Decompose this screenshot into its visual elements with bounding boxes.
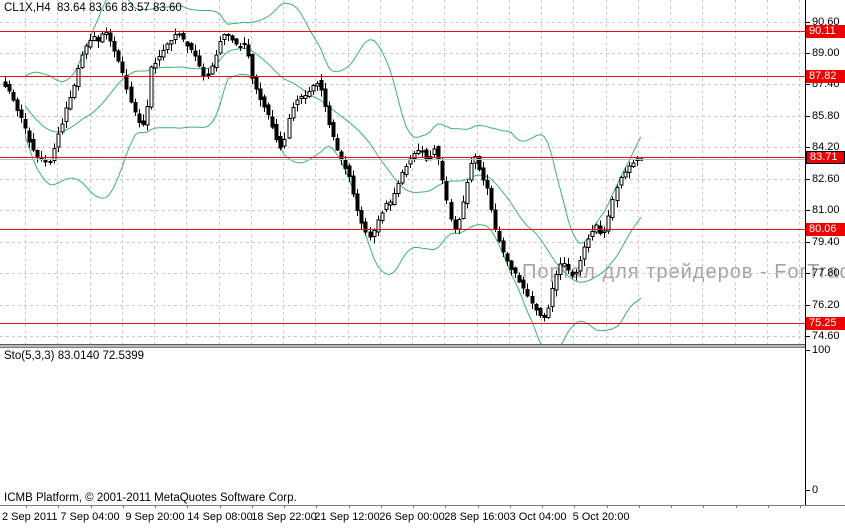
time-axis-tick [219, 505, 221, 508]
price-axis-tick [806, 116, 810, 117]
time-axis-tick [186, 505, 188, 508]
time-axis-tick [57, 505, 59, 508]
price-line-badge: 90.11 [806, 25, 845, 38]
time-tick-label: 3 Oct 04:00 [509, 511, 567, 523]
price-line-badge: 75.25 [806, 317, 845, 330]
price-chart-canvas [0, 0, 805, 344]
price-tick-label: 81.00 [812, 204, 840, 216]
price-axis[interactable]: 90.60 89.00 87.40 85.80 84.20 82.60 81.00 79.40… [805, 0, 845, 505]
time-tick-label: 9 Sep 20:00 [125, 511, 185, 523]
price-axis-tick [806, 84, 810, 85]
time-axis-tick [509, 505, 511, 508]
price-tick-label: 76.20 [812, 299, 840, 311]
price-axis-tick [806, 305, 810, 306]
price-tick-label: 77.80 [812, 267, 840, 279]
time-axis-tick [670, 505, 672, 508]
time-axis-tick [122, 505, 124, 508]
time-tick-label: 28 Sep 16:00 [444, 511, 510, 523]
time-axis-tick [799, 505, 801, 508]
copyright-text: ICMB Platform, © 2001-2011 MetaQuotes So… [4, 492, 297, 504]
price-axis-tick [806, 242, 810, 243]
time-axis-tick [541, 505, 543, 508]
price-axis-tick [806, 336, 810, 337]
price-chart-panel[interactable]: Портал для трейдеров - ForTrader.ru CL1X… [0, 0, 845, 344]
price-axis-tick [806, 147, 810, 148]
stochastic-panel[interactable] [0, 348, 805, 505]
time-tick-label: 14 Sep 08:00 [187, 511, 253, 523]
indicator-tick-label: 0 [812, 484, 819, 496]
time-axis-tick [573, 505, 575, 508]
time-axis-tick [283, 505, 285, 508]
time-tick-label: 21 Sep 12:00 [314, 511, 380, 523]
panel-separator[interactable] [0, 344, 805, 348]
time-axis-tick [477, 505, 479, 508]
price-tick-label: 84.20 [812, 141, 840, 153]
time-axis-tick [412, 505, 414, 508]
indicator-axis-tick [806, 490, 810, 491]
time-axis-tick [315, 505, 317, 508]
time-tick-label: 18 Sep 22:00 [251, 511, 317, 523]
stochastic-label: Sto(5,3,3) 83.0140 72.5399 [4, 350, 145, 362]
time-axis-tick [735, 505, 737, 508]
indicator-axis-tick [806, 350, 810, 351]
price-line-badge: 80.06 [806, 223, 845, 236]
watermark: Портал для трейдеров - ForTrader.ru [522, 261, 845, 283]
price-tick-label: 89.00 [812, 47, 840, 59]
price-axis-tick [806, 179, 810, 180]
time-axis-tick [90, 505, 92, 508]
indicator-tick-label: 100 [812, 344, 831, 356]
time-axis-tick [251, 505, 253, 508]
time-axis-tick [348, 505, 350, 508]
chart-title: CL1X,H4 83.64 83.66 83.57 83.60 [4, 2, 182, 14]
time-axis-tick [25, 505, 27, 508]
time-axis-tick [638, 505, 640, 508]
time-axis-tick [154, 505, 156, 508]
price-tick-label: 74.60 [812, 330, 840, 342]
time-tick-label: 2 Sep 2011 [2, 511, 58, 523]
time-tick-label: 26 Sep 00:00 [379, 511, 445, 523]
price-axis-tick [806, 273, 810, 274]
price-axis-tick [806, 22, 810, 23]
time-axis-tick [702, 505, 704, 508]
price-axis-tick [806, 210, 810, 211]
price-tick-label: 82.60 [812, 173, 840, 185]
price-tick-label: 85.80 [812, 110, 840, 122]
time-axis[interactable]: 2 Sep 2011 7 Sep 04:00 9 Sep 20:00 14 Sep 0… [0, 505, 845, 528]
time-axis-tick [380, 505, 382, 508]
time-axis-tick [606, 505, 608, 508]
price-tick-label: 79.40 [812, 236, 840, 248]
time-axis-tick [767, 505, 769, 508]
time-axis-tick [444, 505, 446, 508]
time-tick-label: 7 Sep 04:00 [60, 511, 120, 523]
price-axis-tick [806, 53, 810, 54]
current-price-badge: 83.71 [806, 151, 845, 164]
price-line-badge: 87.82 [806, 70, 845, 83]
time-tick-label: 5 Oct 20:00 [572, 511, 630, 523]
